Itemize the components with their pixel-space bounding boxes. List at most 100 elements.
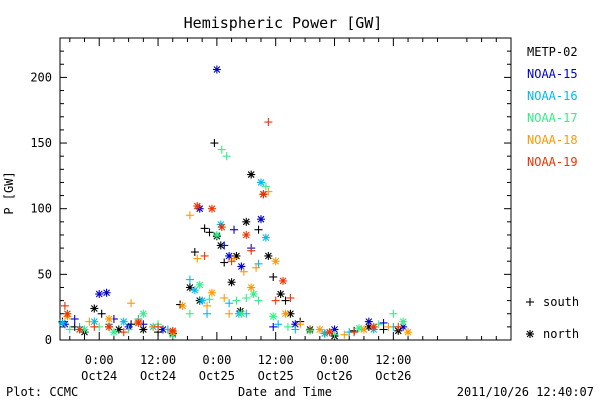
- south-point: [271, 296, 280, 305]
- plot-frame: [59, 37, 512, 341]
- north-point: [190, 286, 199, 295]
- south-point: [190, 248, 199, 257]
- south-point: [210, 139, 219, 148]
- north-point: [355, 324, 364, 333]
- north-point: [281, 309, 290, 318]
- north-point: [139, 325, 148, 334]
- north-point: [242, 230, 251, 239]
- south-point: [220, 241, 229, 250]
- north-point: [63, 309, 72, 318]
- series-noaa-18: [63, 187, 413, 339]
- south-point: [384, 322, 393, 331]
- north-point: [198, 296, 207, 305]
- legend-entry: NOAA-16: [527, 89, 578, 103]
- y-tick-label: 0: [45, 333, 52, 347]
- south-point: [247, 246, 256, 255]
- south-point: [127, 299, 136, 308]
- south-point: [230, 225, 239, 234]
- legend-entry: NOAA-18: [527, 133, 578, 147]
- north-point: [80, 325, 89, 334]
- south-point: [350, 328, 359, 337]
- south-point: [97, 309, 106, 318]
- x-tick-label-time: 0:00: [85, 353, 114, 367]
- north-point: [134, 318, 143, 327]
- north-point: [212, 230, 221, 239]
- south-point: [70, 314, 79, 323]
- south-point: [185, 275, 194, 284]
- north-point: [105, 322, 114, 331]
- south-point: [217, 145, 226, 154]
- south-point: [200, 251, 209, 260]
- legend-entry: METP-02: [527, 45, 578, 59]
- north-point: [58, 318, 67, 327]
- data-points: [58, 65, 413, 341]
- north-point: [269, 312, 278, 321]
- x-tick-label-time: 12:00: [258, 353, 294, 367]
- x-tick-label-time: 12:00: [375, 353, 411, 367]
- south-point: [242, 293, 251, 302]
- north-point: [237, 309, 246, 318]
- south-point: [274, 320, 283, 329]
- y-tick-label: 200: [30, 70, 52, 84]
- north-point: [359, 325, 368, 334]
- north-point: [279, 276, 288, 285]
- north-point: [109, 328, 118, 337]
- south-point: [200, 224, 209, 233]
- south-point: [185, 309, 194, 318]
- marker-key-label: south: [543, 295, 579, 309]
- north-point: [399, 317, 408, 326]
- south-point: [222, 152, 231, 161]
- north-point: [139, 309, 148, 318]
- north-point: [364, 317, 373, 326]
- north-point: [247, 170, 256, 179]
- north-point: [90, 304, 99, 313]
- north-point: [256, 178, 265, 187]
- x-tick-label-time: 0:00: [202, 353, 231, 367]
- north-point: [259, 190, 268, 199]
- south-point: [379, 318, 388, 327]
- south-point: [252, 263, 261, 272]
- north-point: [193, 202, 202, 211]
- south-point: [306, 325, 315, 334]
- south-point: [281, 296, 290, 305]
- north-point: [325, 328, 334, 337]
- south-point: [225, 309, 234, 318]
- x-tick-label-date: Oct26: [316, 369, 352, 383]
- footer-timestamp: 2011/10/26 12:40:07: [457, 385, 594, 399]
- x-tick-label-time: 0:00: [320, 353, 349, 367]
- south-point: [227, 257, 236, 266]
- legend-entry: NOAA-15: [527, 67, 578, 81]
- north-point: [217, 223, 226, 232]
- y-axis: 0 50 100 150 200: [30, 50, 511, 347]
- south-point: [203, 301, 212, 310]
- south-point: [124, 325, 133, 334]
- north-point: [247, 283, 256, 292]
- south-point: [90, 322, 99, 331]
- footer-credit: Plot: CCMC: [6, 385, 78, 399]
- north-point: [225, 251, 234, 260]
- marker-key-label: north: [543, 327, 579, 341]
- north-point: [207, 204, 216, 213]
- north-point: [95, 290, 104, 299]
- south-point: [225, 299, 234, 308]
- south-point: [389, 309, 398, 318]
- north-point: [102, 288, 111, 297]
- south-point: [220, 258, 229, 267]
- y-tick-label: 50: [38, 267, 52, 281]
- south-point: [220, 293, 229, 302]
- south-point: [60, 301, 69, 310]
- marker-key-south-symbol: [526, 298, 534, 306]
- north-point: [404, 328, 413, 337]
- south-point: [286, 293, 295, 302]
- north-point: [320, 329, 329, 338]
- legend: METP-02 NOAA-15 NOAA-16 NOAA-17 NOAA-18 NOAA-…: [527, 45, 578, 169]
- series-noaa-19: [60, 118, 403, 337]
- north-point: [185, 283, 194, 292]
- south-point: [232, 296, 241, 305]
- south-point: [283, 322, 292, 331]
- south-point: [254, 225, 263, 234]
- north-point: [168, 326, 177, 335]
- series-noaa-17: [65, 145, 408, 339]
- north-point: [195, 280, 204, 289]
